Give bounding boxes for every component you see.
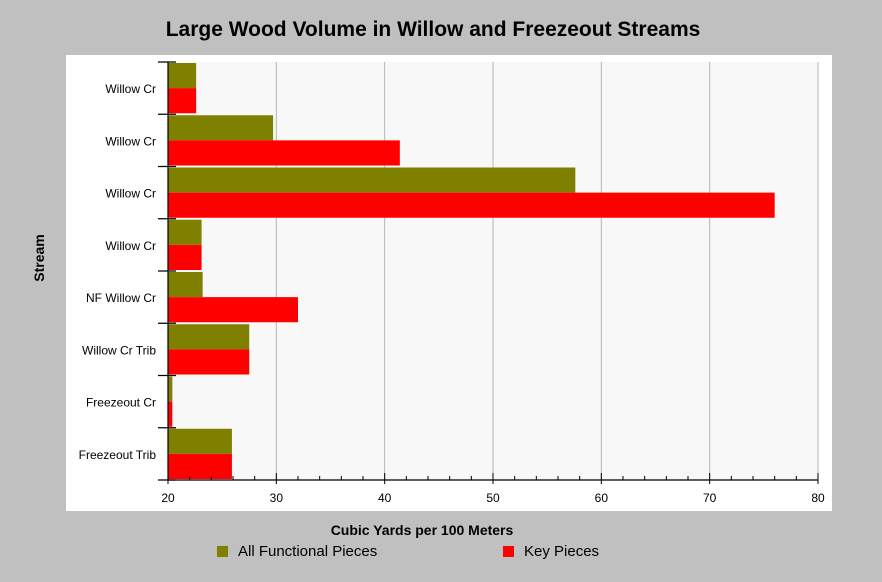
x-tick-label: 70 bbox=[703, 491, 717, 505]
bar-key-pieces bbox=[168, 140, 400, 166]
y-tick-label: NF Willow Cr bbox=[86, 291, 156, 305]
bar-all-functional bbox=[168, 167, 576, 193]
legend-label-key-pieces: Key Pieces bbox=[524, 543, 600, 560]
y-tick-label: Willow Cr Trib bbox=[82, 343, 156, 357]
x-axis-label: Cubic Yards per 100 Meters bbox=[331, 522, 514, 538]
legend-swatch-key-pieces bbox=[503, 546, 514, 557]
y-tick-label: Freezeout Cr bbox=[86, 396, 156, 410]
x-tick-label: 80 bbox=[811, 491, 825, 505]
bar-all-functional bbox=[168, 428, 232, 454]
y-tick-label: Willow Cr bbox=[105, 187, 156, 201]
x-tick-label: 50 bbox=[486, 491, 500, 505]
bar-key-pieces bbox=[168, 349, 250, 375]
bar-all-functional bbox=[168, 376, 173, 402]
bar-key-pieces bbox=[168, 453, 232, 479]
x-tick-label: 40 bbox=[378, 491, 392, 505]
y-tick-label: Willow Cr bbox=[105, 239, 156, 253]
bar-key-pieces bbox=[168, 88, 197, 114]
bar-key-pieces bbox=[168, 244, 202, 270]
bar-all-functional bbox=[168, 63, 197, 89]
legend-label-all-functional: All Functional Pieces bbox=[238, 543, 378, 560]
bar-all-functional bbox=[168, 272, 203, 298]
bars bbox=[168, 63, 775, 479]
axis-labels: Willow Cr Willow Cr Willow Cr Willow Cr NF W… bbox=[79, 82, 825, 505]
y-tick-label: Willow Cr bbox=[105, 82, 156, 96]
bar-key-pieces bbox=[168, 297, 298, 323]
legend-item-key-pieces: Key Pieces bbox=[503, 543, 599, 560]
axes bbox=[158, 61, 819, 484]
y-tick-label: Willow Cr bbox=[105, 134, 156, 148]
legend-swatch-all-functional bbox=[217, 546, 228, 557]
bar-key-pieces bbox=[168, 401, 173, 427]
bar-key-pieces bbox=[168, 192, 775, 218]
chart-title: Large Wood Volume in Willow and Freezeou… bbox=[165, 18, 701, 41]
legend-item-all-functional: All Functional Pieces bbox=[217, 543, 377, 560]
x-tick-label: 20 bbox=[161, 491, 175, 505]
bar-all-functional bbox=[168, 115, 274, 141]
y-tick-label: Freezeout Trib bbox=[79, 448, 157, 462]
bar-all-functional bbox=[168, 324, 250, 350]
x-tick-label: 60 bbox=[595, 491, 609, 505]
x-tick-label: 30 bbox=[270, 491, 284, 505]
bar-all-functional bbox=[168, 219, 202, 245]
gridlines bbox=[275, 62, 819, 480]
y-axis-label: Stream bbox=[31, 234, 47, 281]
